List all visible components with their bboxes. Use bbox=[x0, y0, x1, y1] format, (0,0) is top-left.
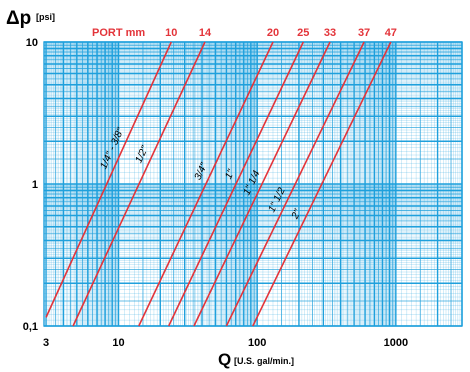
y-axis-title: Δp bbox=[6, 8, 31, 29]
y-tick-label: 1 bbox=[32, 179, 38, 191]
series-line bbox=[45, 41, 172, 318]
port-number-label: 20 bbox=[267, 27, 279, 39]
series-lines bbox=[45, 41, 392, 327]
y-tick-label: 0,1 bbox=[23, 321, 38, 333]
x-axis-unit: [U.S. gal/min.] bbox=[234, 356, 294, 366]
port-number-label: 14 bbox=[199, 27, 212, 39]
x-axis-title: Q bbox=[218, 350, 231, 369]
series-line bbox=[193, 41, 331, 327]
series-size-label: 2" bbox=[289, 207, 304, 221]
port-number-label: 37 bbox=[358, 27, 370, 39]
series-line bbox=[167, 41, 305, 327]
grid bbox=[43, 41, 463, 327]
x-tick-label: 100 bbox=[248, 337, 266, 349]
x-tick-label: 1000 bbox=[384, 337, 408, 349]
series-line bbox=[138, 41, 274, 327]
series-line bbox=[252, 41, 392, 327]
y-tick-label: 10 bbox=[26, 37, 38, 49]
y-axis-unit: [psi] bbox=[36, 12, 55, 22]
port-number-label: 25 bbox=[297, 27, 309, 39]
port-number-label: 33 bbox=[324, 27, 336, 39]
series-line bbox=[72, 41, 206, 327]
port-heading: PORT mm bbox=[92, 27, 145, 39]
port-number-label: 10 bbox=[165, 27, 177, 39]
port-number-label: 47 bbox=[385, 27, 397, 39]
series-line bbox=[225, 41, 365, 327]
x-tick-label: 3 bbox=[43, 337, 49, 349]
x-tick-label: 10 bbox=[112, 337, 124, 349]
